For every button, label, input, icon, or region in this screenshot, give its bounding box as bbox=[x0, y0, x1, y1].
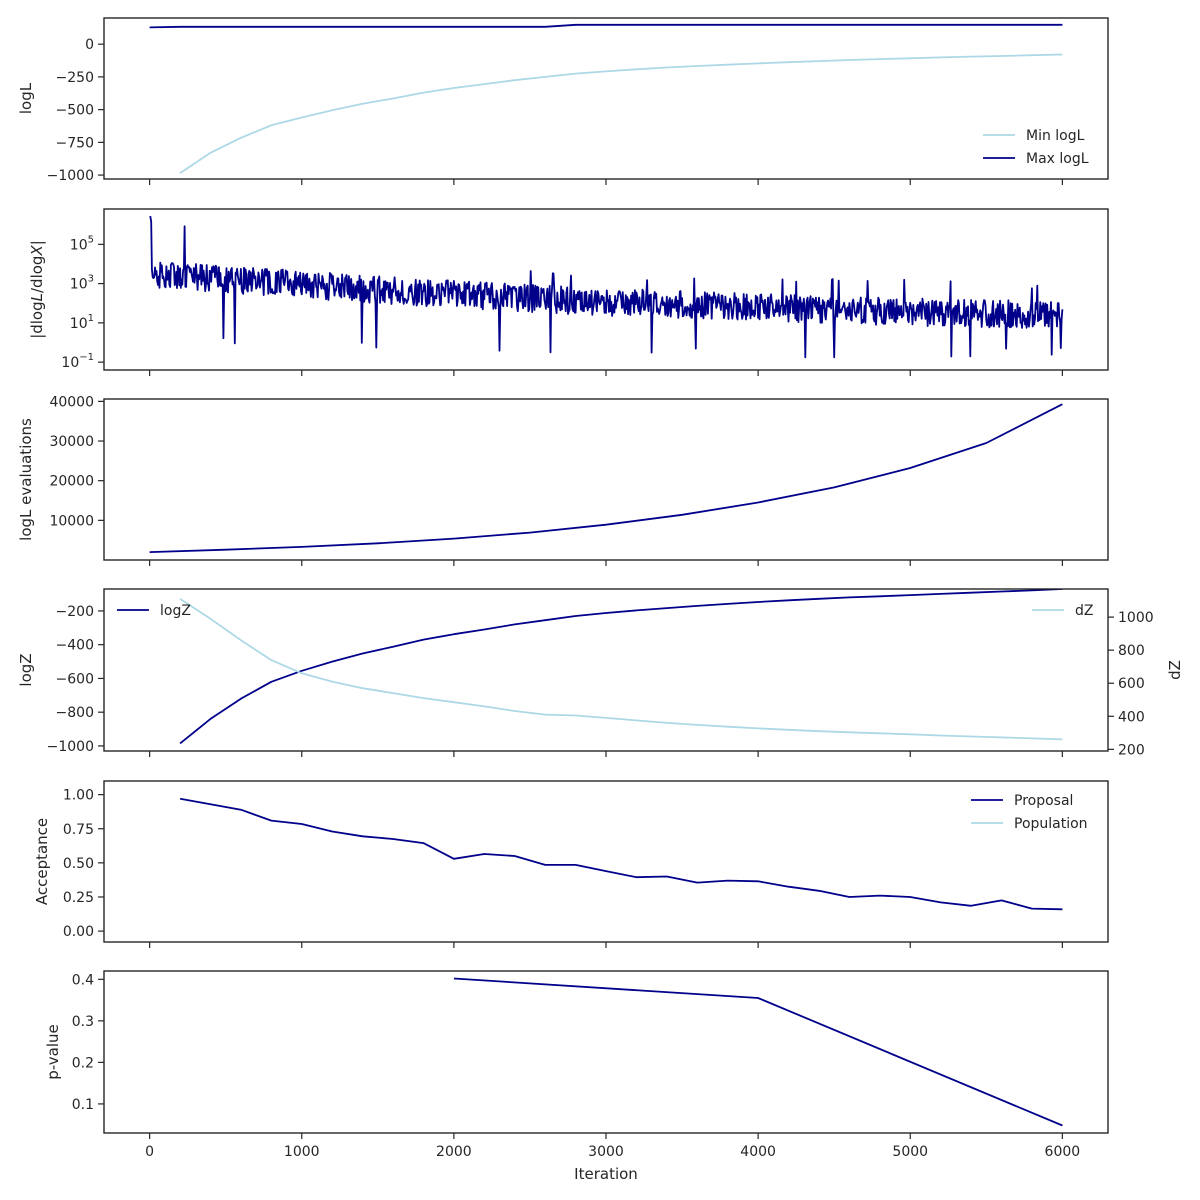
x-tick-label: 0 bbox=[145, 1144, 154, 1160]
panel-5: 1.00 0.75 0.50 0.25 0.00 Acceptance Proposal Po… bbox=[33, 780, 1109, 948]
y-tick-label: 0.50 bbox=[63, 856, 94, 872]
y-right-tick-label: 1000 bbox=[1118, 610, 1154, 626]
x-tick-label: 5000 bbox=[892, 1144, 928, 1160]
panel-4: −200 −400 −600 −800 −1000 1000 800 600 400 200 log… bbox=[17, 588, 1184, 758]
y-tick-label: −1000 bbox=[47, 739, 94, 755]
y-tick-label: 10000 bbox=[49, 513, 94, 529]
axes-frame bbox=[103, 970, 1109, 1134]
plot-area bbox=[179, 797, 1063, 911]
x-tick-label: 3000 bbox=[588, 1144, 624, 1160]
y-tick-label: 40000 bbox=[49, 394, 94, 410]
panel-2: 105 103 101 10−1 |dlogL/dlogX| bbox=[28, 208, 1109, 376]
legend-label: Min logL bbox=[1026, 128, 1085, 144]
legend-label: logZ bbox=[160, 603, 191, 619]
panel-6: 0 1000 2000 3000 4000 5000 6000 0.4 0.3 0.2 0.1 p-v… bbox=[44, 970, 1109, 1160]
y-tick-label: −600 bbox=[56, 671, 94, 687]
y-tick-label: 0.3 bbox=[72, 1014, 94, 1030]
y-axis-label: |dlogL/dlogX| bbox=[28, 240, 46, 339]
axes-frame bbox=[103, 398, 1109, 561]
series-line bbox=[149, 403, 1063, 553]
y-tick-label: −750 bbox=[56, 135, 94, 151]
series-line-min-logl bbox=[179, 53, 1063, 174]
plot-area bbox=[149, 403, 1063, 553]
y-axis-label: Acceptance bbox=[33, 818, 51, 905]
legend-label: Proposal bbox=[1014, 793, 1073, 809]
series-line-dz bbox=[179, 598, 1063, 741]
plot-area bbox=[149, 215, 1064, 359]
legend-label: Population bbox=[1014, 816, 1088, 832]
x-tick-label: 2000 bbox=[436, 1144, 472, 1160]
axes-frame bbox=[103, 208, 1109, 371]
y-tick-label: −800 bbox=[56, 705, 94, 721]
y-right-tick-label: 400 bbox=[1118, 709, 1145, 725]
series-line-max-logl bbox=[149, 23, 1063, 29]
y-tick-label: 0.4 bbox=[72, 972, 94, 988]
y-right-tick-label: 800 bbox=[1118, 643, 1145, 659]
series-line bbox=[149, 215, 1064, 359]
y-tick-label: 105 bbox=[70, 234, 94, 253]
series-line-logz bbox=[179, 589, 1063, 745]
y-axis-label: logL bbox=[17, 82, 35, 114]
y-axis-label-right: dZ bbox=[1166, 660, 1184, 680]
y-tick-label: 20000 bbox=[49, 474, 94, 490]
x-axis-label: Iteration bbox=[574, 1165, 638, 1183]
y-tick-label: 101 bbox=[70, 313, 94, 332]
x-tick-label: 6000 bbox=[1045, 1144, 1081, 1160]
y-tick-label: 1.00 bbox=[63, 788, 94, 804]
y-right-tick-label: 200 bbox=[1118, 742, 1145, 758]
y-axis-label: logZ bbox=[17, 653, 35, 686]
series-line bbox=[453, 977, 1063, 1127]
axes-frame bbox=[103, 780, 1109, 943]
axes-frame bbox=[103, 588, 1109, 752]
y-axis-label: p-value bbox=[44, 1024, 62, 1080]
plot-area bbox=[179, 589, 1063, 745]
y-tick-label: 103 bbox=[70, 274, 94, 293]
y-tick-label: 10−1 bbox=[61, 352, 94, 371]
y-tick-label: −1000 bbox=[47, 168, 94, 184]
y-tick-label: 30000 bbox=[49, 434, 94, 450]
y-tick-label: 0 bbox=[85, 37, 94, 53]
y-right-tick-label: 600 bbox=[1118, 676, 1145, 692]
panel-3: 10000 20000 30000 40000 logL evaluations bbox=[17, 394, 1109, 566]
x-tick-label: 1000 bbox=[284, 1144, 320, 1160]
axes-frame bbox=[103, 17, 1109, 180]
y-tick-label: 0.25 bbox=[63, 890, 94, 906]
y-axis-label: logL evaluations bbox=[17, 418, 35, 541]
y-tick-label: −250 bbox=[56, 70, 94, 86]
y-tick-label: −500 bbox=[56, 103, 94, 119]
y-tick-label: 0.2 bbox=[72, 1055, 94, 1071]
y-tick-label: −400 bbox=[56, 638, 94, 654]
y-tick-label: 0.1 bbox=[72, 1097, 94, 1113]
plot-area bbox=[453, 977, 1063, 1127]
plot-area bbox=[149, 23, 1063, 174]
x-tick-label: 4000 bbox=[740, 1144, 776, 1160]
y-tick-label: −200 bbox=[56, 604, 94, 620]
panel-1: 0 −250 −500 −750 −1000 logL Min logL Max logL bbox=[17, 17, 1109, 185]
y-tick-label: 0.75 bbox=[63, 822, 94, 838]
y-tick-label: 0.00 bbox=[63, 924, 94, 940]
series-line-proposal bbox=[179, 797, 1063, 911]
legend-label: Max logL bbox=[1026, 151, 1089, 167]
legend-label: dZ bbox=[1075, 603, 1093, 619]
